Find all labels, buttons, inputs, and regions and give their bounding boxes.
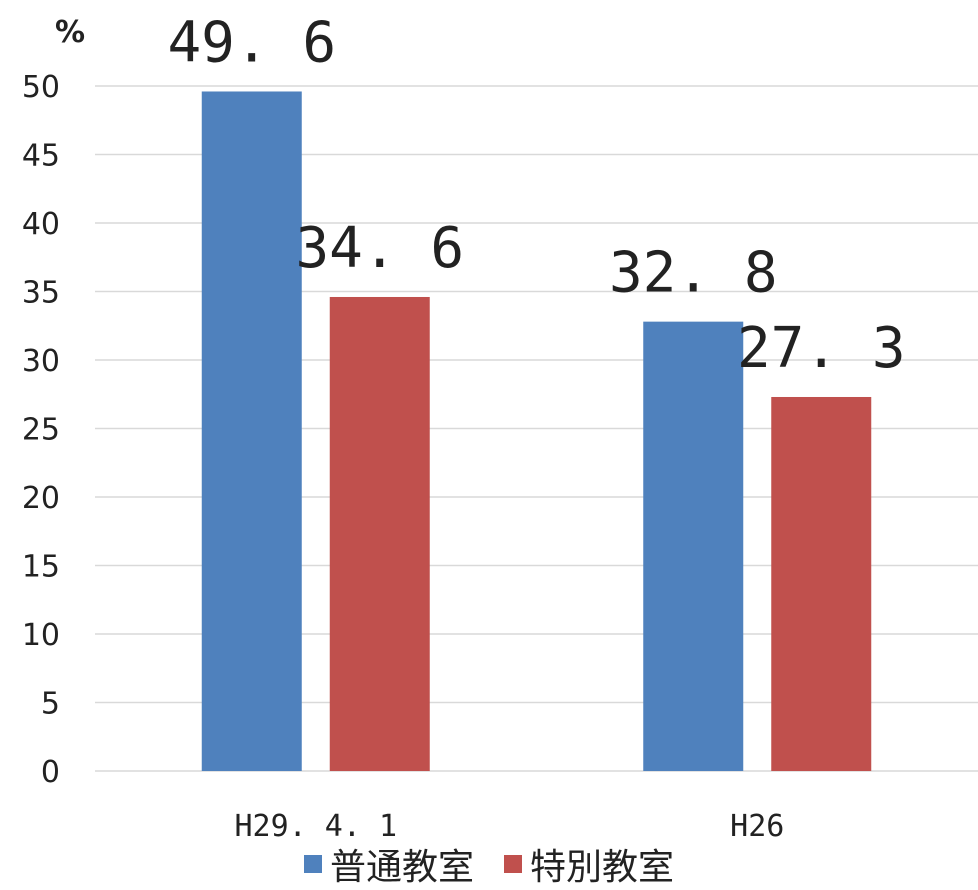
bar-series-2-2 bbox=[771, 396, 872, 771]
legend-item-series-2: 特別教室 bbox=[504, 838, 674, 890]
data-label: 27. 3 bbox=[737, 316, 906, 381]
bar-series-2-1 bbox=[329, 296, 430, 771]
bar-series-1-2 bbox=[643, 321, 744, 771]
data-label: 32. 8 bbox=[609, 241, 778, 306]
legend-label-series-1: 普通教室 bbox=[329, 847, 474, 888]
x-axis-category-labels: H29. 4. 1 H26 bbox=[234, 809, 784, 844]
bars bbox=[201, 91, 872, 772]
data-labels: 49. 6 34. 6 32. 8 27. 3 bbox=[167, 10, 905, 381]
legend-item-series-1: 普通教室 bbox=[303, 838, 474, 890]
y-axis-unit-label: % bbox=[55, 15, 85, 50]
y-tick-label: 25 bbox=[22, 413, 60, 448]
y-tick-label: 15 bbox=[22, 550, 60, 585]
y-tick-label: 50 bbox=[22, 70, 60, 105]
y-tick-label: 5 bbox=[41, 687, 60, 722]
legend-swatch-series-2 bbox=[504, 855, 522, 873]
data-label: 49. 6 bbox=[167, 10, 336, 75]
bar-series-1-1 bbox=[201, 91, 302, 772]
x-category-label: H29. 4. 1 bbox=[234, 809, 397, 844]
data-label: 34. 6 bbox=[295, 216, 464, 281]
y-tick-label: 40 bbox=[22, 207, 60, 242]
y-tick-label: 20 bbox=[22, 481, 60, 516]
y-axis-tick-labels: 0 5 10 15 20 25 30 35 40 45 50 bbox=[22, 70, 60, 790]
x-category-label: H26 bbox=[730, 809, 784, 844]
y-tick-label: 0 bbox=[41, 755, 60, 790]
legend: 普通教室 特別教室 bbox=[0, 838, 978, 890]
y-tick-label: 35 bbox=[22, 276, 60, 311]
legend-swatch-series-1 bbox=[303, 855, 322, 873]
legend-label-series-2: 特別教室 bbox=[530, 847, 675, 888]
y-tick-label: 45 bbox=[22, 139, 60, 174]
y-tick-label: 30 bbox=[22, 344, 60, 379]
y-tick-label: 10 bbox=[22, 618, 60, 653]
